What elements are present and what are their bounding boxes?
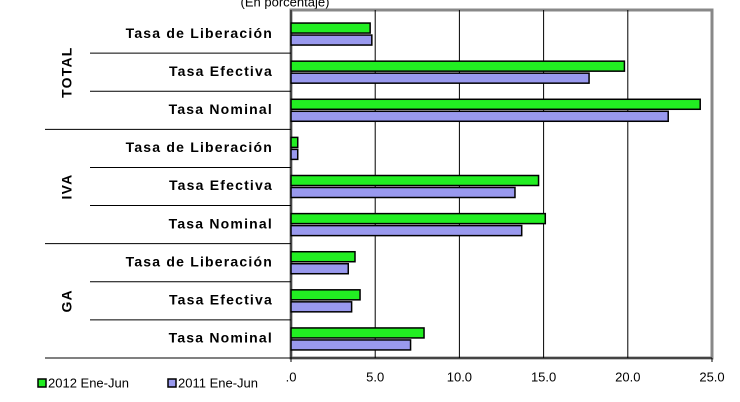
bar xyxy=(290,22,371,34)
y-tick-label: Tasa de Liberación xyxy=(126,25,273,41)
x-tick-label: 15.0 xyxy=(531,369,556,384)
bar xyxy=(290,250,356,263)
bar xyxy=(290,212,547,225)
bar xyxy=(290,289,361,301)
x-tick-label: 25.0 xyxy=(699,369,724,384)
bar xyxy=(290,174,540,187)
legend-label: 2012 Ene-Jun xyxy=(48,375,129,390)
x-tick-label: 5.0 xyxy=(366,369,384,384)
legend-swatch xyxy=(167,378,177,388)
y-tick-label: Tasa Efectiva xyxy=(169,292,273,308)
group-label: IVA xyxy=(59,174,75,200)
x-tick-label: .0 xyxy=(286,369,297,384)
bar xyxy=(290,301,353,313)
y-tick-label: Tasa Efectiva xyxy=(169,63,273,79)
bar xyxy=(290,148,299,161)
bar xyxy=(290,262,350,275)
y-tick-label: Tasa Nominal xyxy=(169,330,273,346)
x-tick-label: 20.0 xyxy=(615,369,640,384)
bar xyxy=(290,34,373,46)
bar xyxy=(290,98,701,111)
bar xyxy=(290,224,523,237)
y-tick-label: Tasa de Liberación xyxy=(126,253,273,269)
bar xyxy=(290,72,590,84)
group-label: GA xyxy=(59,289,75,312)
legend-swatch xyxy=(37,378,47,388)
y-tick-label: Tasa de Liberación xyxy=(126,139,273,155)
bar xyxy=(290,327,425,339)
y-tick-label: Tasa Efectiva xyxy=(169,177,273,193)
bar xyxy=(290,136,299,149)
bar xyxy=(290,339,412,351)
legend-label: 2011 Ene-Jun xyxy=(178,375,258,390)
bar xyxy=(290,60,626,72)
group-label: TOTAL xyxy=(59,46,75,97)
x-tick-label: 10.0 xyxy=(447,369,472,384)
chart-title: (En porcentaje) xyxy=(241,0,330,9)
y-tick-label: Tasa Nominal xyxy=(169,215,273,231)
y-tick-label: Tasa Nominal xyxy=(169,101,273,117)
bar xyxy=(290,186,516,199)
bar xyxy=(290,110,669,123)
